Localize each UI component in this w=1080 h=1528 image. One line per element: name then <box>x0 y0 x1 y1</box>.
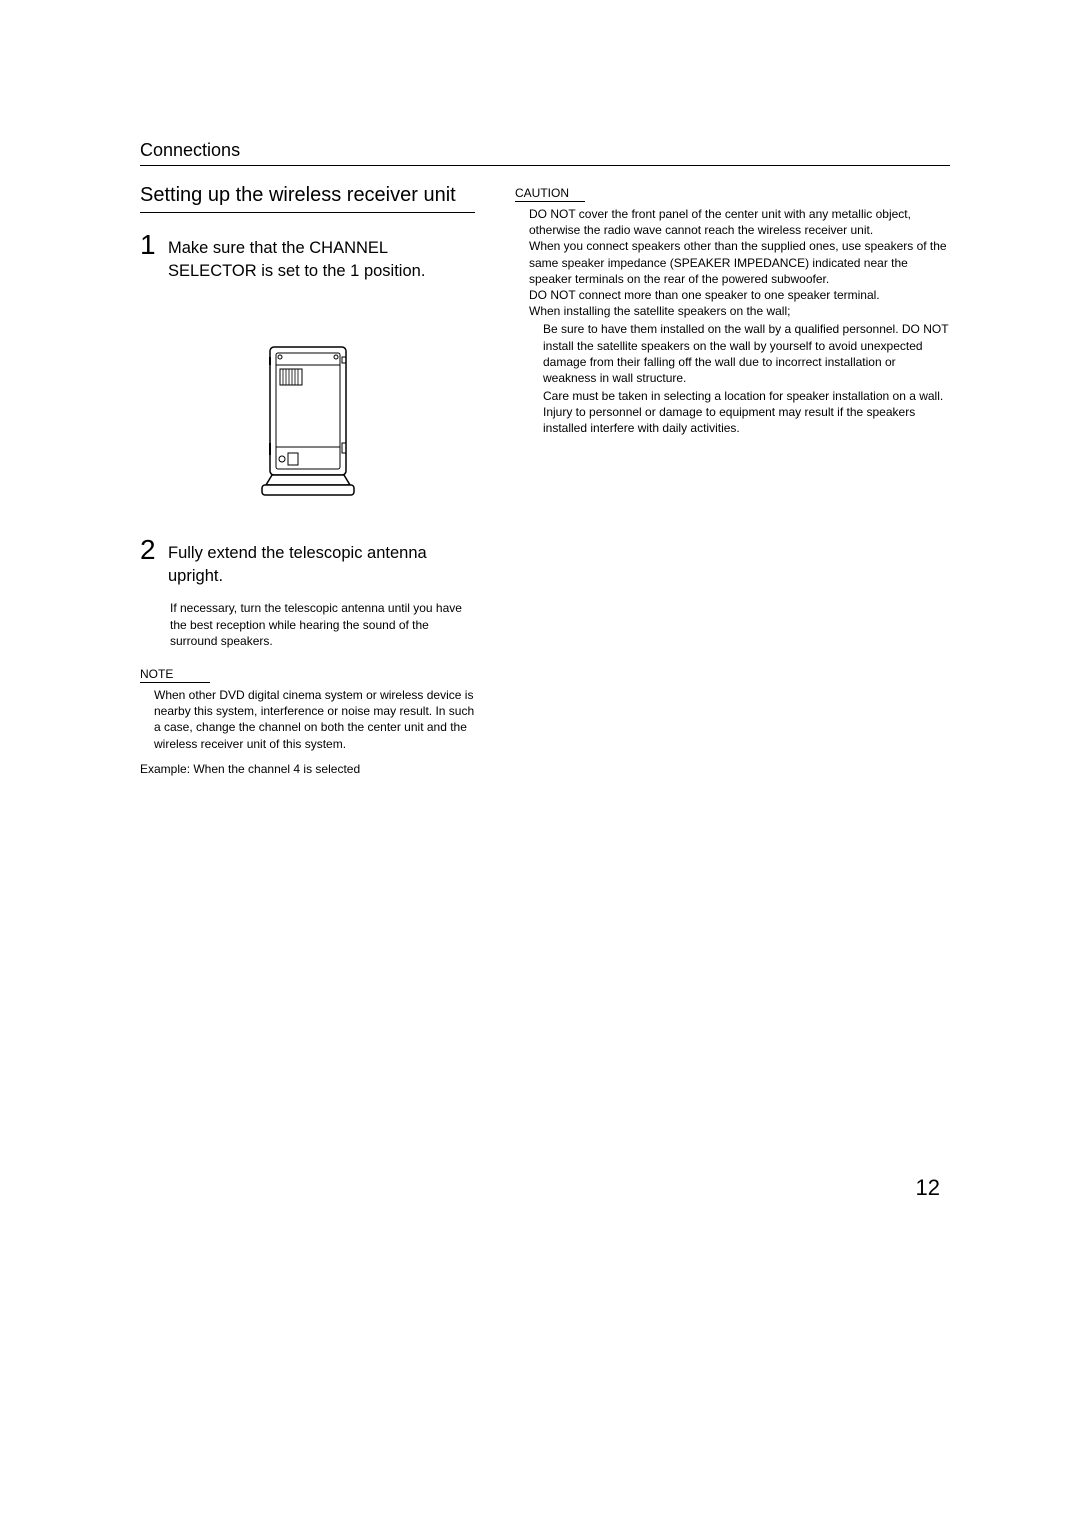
two-column-layout: Setting up the wireless receiver unit 1 … <box>140 184 950 776</box>
caution-sub-paragraph: Care must be taken in selecting a locati… <box>543 388 950 437</box>
step-1: 1 Make sure that the CHANNEL SELECTOR is… <box>140 231 475 283</box>
step-2: 2 Fully extend the telescopic antenna up… <box>140 536 475 588</box>
caution-sub-paragraph: Be sure to have them installed on the wa… <box>543 321 950 386</box>
step-number: 1 <box>140 231 158 259</box>
page-number: 12 <box>916 1175 940 1201</box>
step-text: Fully extend the telescopic antenna upri… <box>168 536 475 588</box>
caution-paragraph: When you connect speakers other than the… <box>529 238 950 287</box>
caution-label: CAUTION <box>515 186 585 202</box>
example-line: Example: When the channel 4 is selected <box>140 762 475 776</box>
step-number: 2 <box>140 536 158 564</box>
left-column: Setting up the wireless receiver unit 1 … <box>140 184 475 776</box>
note-body: When other DVD digital cinema system or … <box>154 687 475 752</box>
note-label: NOTE <box>140 667 210 683</box>
caution-paragraph: DO NOT connect more than one speaker to … <box>529 287 950 303</box>
step-text: Make sure that the CHANNEL SELECTOR is s… <box>168 231 475 283</box>
caution-paragraph: When installing the satellite speakers o… <box>529 303 950 319</box>
step-detail: If necessary, turn the telescopic antenn… <box>170 600 475 649</box>
right-column: CAUTION DO NOT cover the front panel of … <box>515 184 950 776</box>
receiver-unit-diagram <box>140 343 475 508</box>
caution-paragraph: DO NOT cover the front panel of the cent… <box>529 206 950 238</box>
section-label: Connections <box>140 140 950 166</box>
manual-page: Connections Setting up the wireless rece… <box>0 0 1080 776</box>
subheading: Setting up the wireless receiver unit <box>140 184 475 213</box>
